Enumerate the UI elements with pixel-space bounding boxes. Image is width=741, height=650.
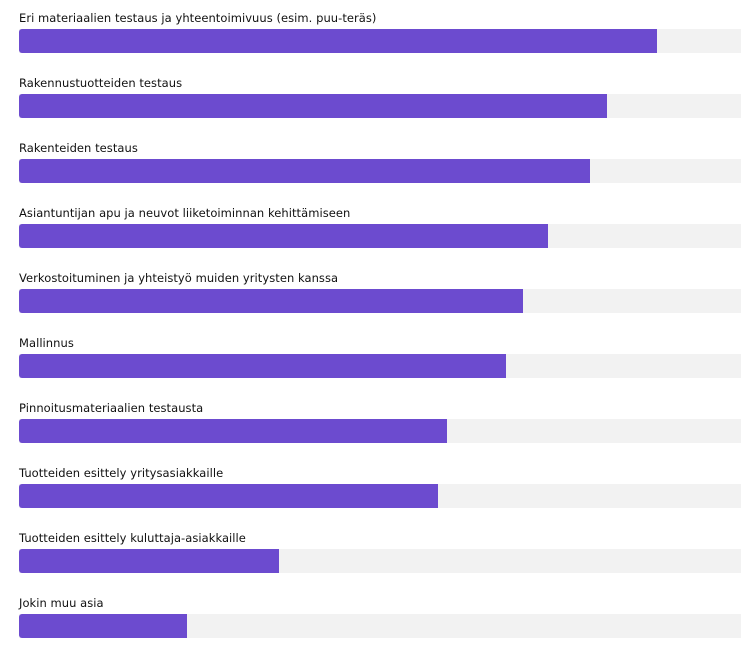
category-label: Mallinnus [19, 336, 74, 350]
bar-track [19, 484, 741, 508]
category-label: Rakennustuotteiden testaus [19, 76, 183, 90]
bar-track [19, 224, 741, 248]
bar-fill [19, 94, 607, 118]
bar-track [19, 354, 741, 378]
bar-row: Rakennustuotteiden testaus [19, 65, 741, 130]
bar-track [19, 614, 741, 638]
bar-fill [19, 549, 279, 573]
category-label: Verkostoituminen ja yhteistyö muiden yri… [19, 271, 339, 285]
bar-fill [19, 484, 438, 508]
bar-fill [19, 289, 523, 313]
bar-track [19, 549, 741, 573]
bar-row: Tuotteiden esittely yritysasiakkaille [19, 455, 741, 520]
bar-track [19, 289, 741, 313]
category-label: Tuotteiden esittely kuluttaja-asiakkaill… [19, 531, 246, 545]
bar-track [19, 94, 741, 118]
bar-row: Eri materiaalien testaus ja yhteentoimiv… [19, 0, 741, 65]
category-label: Jokin muu asia [19, 596, 104, 610]
category-label: Pinnoitusmateriaalien testausta [19, 401, 204, 415]
bar-track [19, 159, 741, 183]
bar-row: Asiantuntijan apu ja neuvot liiketoiminn… [19, 195, 741, 260]
bar-fill [19, 614, 187, 638]
bar-row: Tuotteiden esittely kuluttaja-asiakkaill… [19, 520, 741, 585]
bar-row: Jokin muu asia [19, 585, 741, 650]
bar-fill [19, 29, 657, 53]
bar-row: Mallinnus [19, 325, 741, 390]
category-label: Asiantuntijan apu ja neuvot liiketoiminn… [19, 206, 351, 220]
bar-fill [19, 354, 506, 378]
bar-row: Rakenteiden testaus [19, 130, 741, 195]
bar-fill [19, 419, 447, 443]
bar-track [19, 29, 741, 53]
category-label: Eri materiaalien testaus ja yhteentoimiv… [19, 11, 377, 25]
category-label: Tuotteiden esittely yritysasiakkaille [19, 466, 224, 480]
category-label: Rakenteiden testaus [19, 141, 138, 155]
bar-row: Verkostoituminen ja yhteistyö muiden yri… [19, 260, 741, 325]
bar-fill [19, 159, 590, 183]
bar-row: Pinnoitusmateriaalien testausta [19, 390, 741, 455]
bar-fill [19, 224, 548, 248]
bar-track [19, 419, 741, 443]
